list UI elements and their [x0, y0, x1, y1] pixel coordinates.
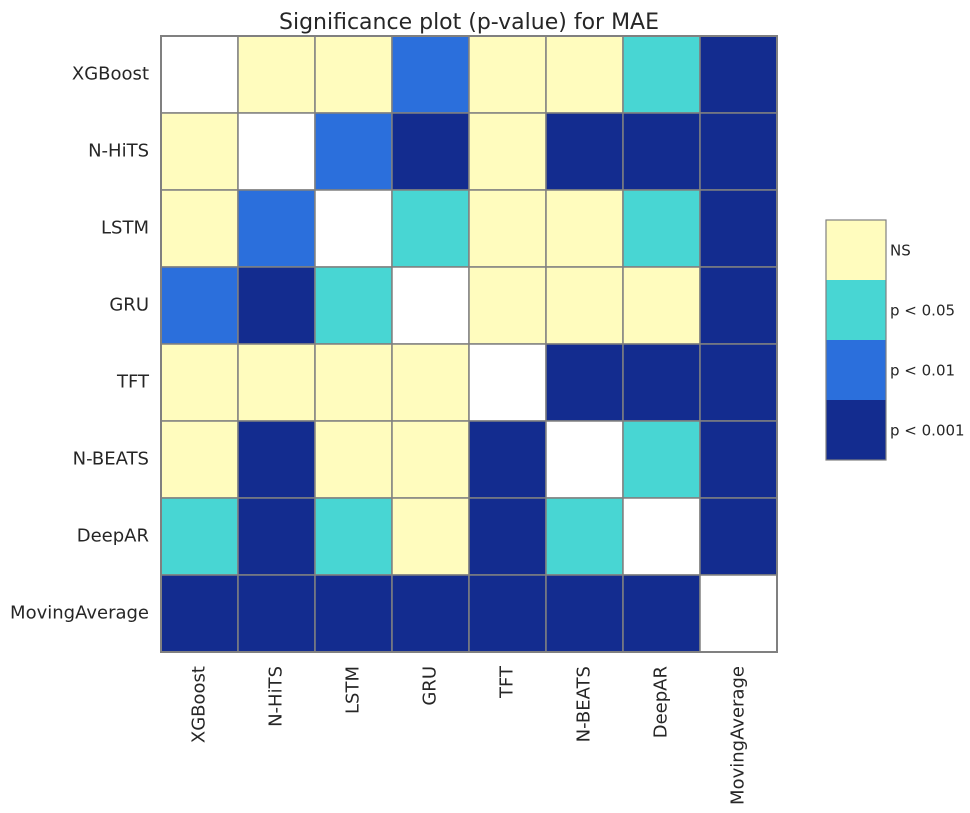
- legend-label: NS: [890, 242, 911, 260]
- heatmap-cell: [391, 35, 470, 114]
- heatmap-cell: [545, 420, 624, 499]
- heatmap-cell: [622, 497, 701, 576]
- legend-swatch: [826, 220, 886, 280]
- heatmap-cell: [622, 343, 701, 422]
- heatmap-cell: [314, 574, 393, 653]
- heatmap-cell: [622, 574, 701, 653]
- heatmap-cell: [160, 266, 239, 345]
- heatmap-cell: [468, 574, 547, 653]
- chart-title: Significance plot (p-value) for MAE: [279, 10, 659, 35]
- heatmap-cell: [699, 266, 778, 345]
- heatmap-cell: [545, 189, 624, 268]
- row-labels: XGBoost N-HiTS LSTM GRU TFT N-BEATS DeepAR Movi…: [10, 64, 150, 624]
- heatmap-cell: [622, 35, 701, 114]
- heatmap-cell: [468, 343, 547, 422]
- heatmap-cell: [391, 420, 470, 499]
- heatmap-cell: [160, 189, 239, 268]
- heatmap-cell: [622, 420, 701, 499]
- heatmap-cell: [391, 497, 470, 576]
- heatmap-cell: [391, 266, 470, 345]
- heatmap-cell: [699, 112, 778, 191]
- heatmap-cell: [622, 112, 701, 191]
- row-label: N-HiTS: [88, 141, 149, 162]
- column-labels: XGBoost N-HiTS LSTM GRU TFT N-BEATS DeepAR Movi…: [189, 665, 749, 805]
- heatmap-cell: [314, 497, 393, 576]
- heatmap-cell: [545, 574, 624, 653]
- heatmap-cell: [699, 574, 778, 653]
- legend-swatch: [826, 280, 886, 340]
- heatmap-cell: [545, 266, 624, 345]
- heatmap-cell: [237, 35, 316, 114]
- row-label: XGBoost: [72, 64, 149, 85]
- heatmap-cell: [237, 574, 316, 653]
- heatmap-cell: [314, 420, 393, 499]
- legend-border: [825, 219, 887, 461]
- heatmap-cell: [699, 497, 778, 576]
- heatmap-cell: [391, 574, 470, 653]
- row-label: DeepAR: [77, 526, 149, 547]
- row-label: LSTM: [101, 218, 149, 239]
- heatmap-cell: [237, 112, 316, 191]
- heatmap-cell: [545, 35, 624, 114]
- legend: NS p < 0.05 p < 0.01 p < 0.001: [825, 219, 965, 461]
- legend-label: p < 0.001: [890, 422, 965, 440]
- heatmap-cell: [699, 189, 778, 268]
- heatmap-cell: [314, 343, 393, 422]
- heatmap-cell: [699, 343, 778, 422]
- heatmap-cell: [391, 343, 470, 422]
- heatmap-cell: [237, 189, 316, 268]
- heatmap-cell: [545, 497, 624, 576]
- heatmap-cell: [468, 112, 547, 191]
- row-label: TFT: [116, 372, 150, 393]
- heatmap-cell: [314, 35, 393, 114]
- heatmap-cell: [160, 35, 239, 114]
- heatmap-cell: [391, 112, 470, 191]
- heatmap-cell: [391, 189, 470, 268]
- legend-swatch: [826, 340, 886, 400]
- heatmap-cell: [699, 35, 778, 114]
- heatmap-cell: [622, 266, 701, 345]
- column-label: GRU: [420, 666, 441, 706]
- heatmap-cell: [314, 266, 393, 345]
- column-label: LSTM: [343, 666, 364, 714]
- heatmap-cell: [237, 266, 316, 345]
- heatmap-cell: [237, 497, 316, 576]
- heatmap-cell: [237, 420, 316, 499]
- heatmap-cell: [545, 343, 624, 422]
- legend-label: p < 0.01: [890, 362, 955, 380]
- heatmap-cell: [314, 189, 393, 268]
- heatmap-cell: [314, 112, 393, 191]
- column-label: N-HiTS: [266, 666, 287, 727]
- heatmap-cell: [160, 497, 239, 576]
- heatmap-cell: [468, 497, 547, 576]
- row-label: N-BEATS: [73, 449, 149, 470]
- column-label: DeepAR: [651, 666, 672, 738]
- heatmap-cell: [468, 266, 547, 345]
- heatmap-cell: [160, 112, 239, 191]
- legend-swatch: [826, 400, 886, 460]
- heatmap-cell: [237, 343, 316, 422]
- legend-label: p < 0.05: [890, 302, 955, 320]
- heatmap-cell: [160, 420, 239, 499]
- heatmap-cell: [622, 189, 701, 268]
- row-label: GRU: [109, 295, 149, 316]
- column-label: XGBoost: [189, 666, 210, 743]
- heatmap-cell: [160, 574, 239, 653]
- heatmap-cell: [468, 420, 547, 499]
- column-label: TFT: [497, 665, 518, 699]
- heatmap-cell: [545, 112, 624, 191]
- heatmap-cell: [468, 189, 547, 268]
- column-label: MovingAverage: [728, 666, 749, 805]
- column-label: N-BEATS: [574, 666, 595, 742]
- heatmap-cell: [699, 420, 778, 499]
- heatmap-cell: [160, 343, 239, 422]
- heatmap-cell: [468, 35, 547, 114]
- heatmap-cells: [160, 35, 778, 653]
- heatmap-border: [160, 35, 778, 653]
- row-label: MovingAverage: [10, 603, 149, 624]
